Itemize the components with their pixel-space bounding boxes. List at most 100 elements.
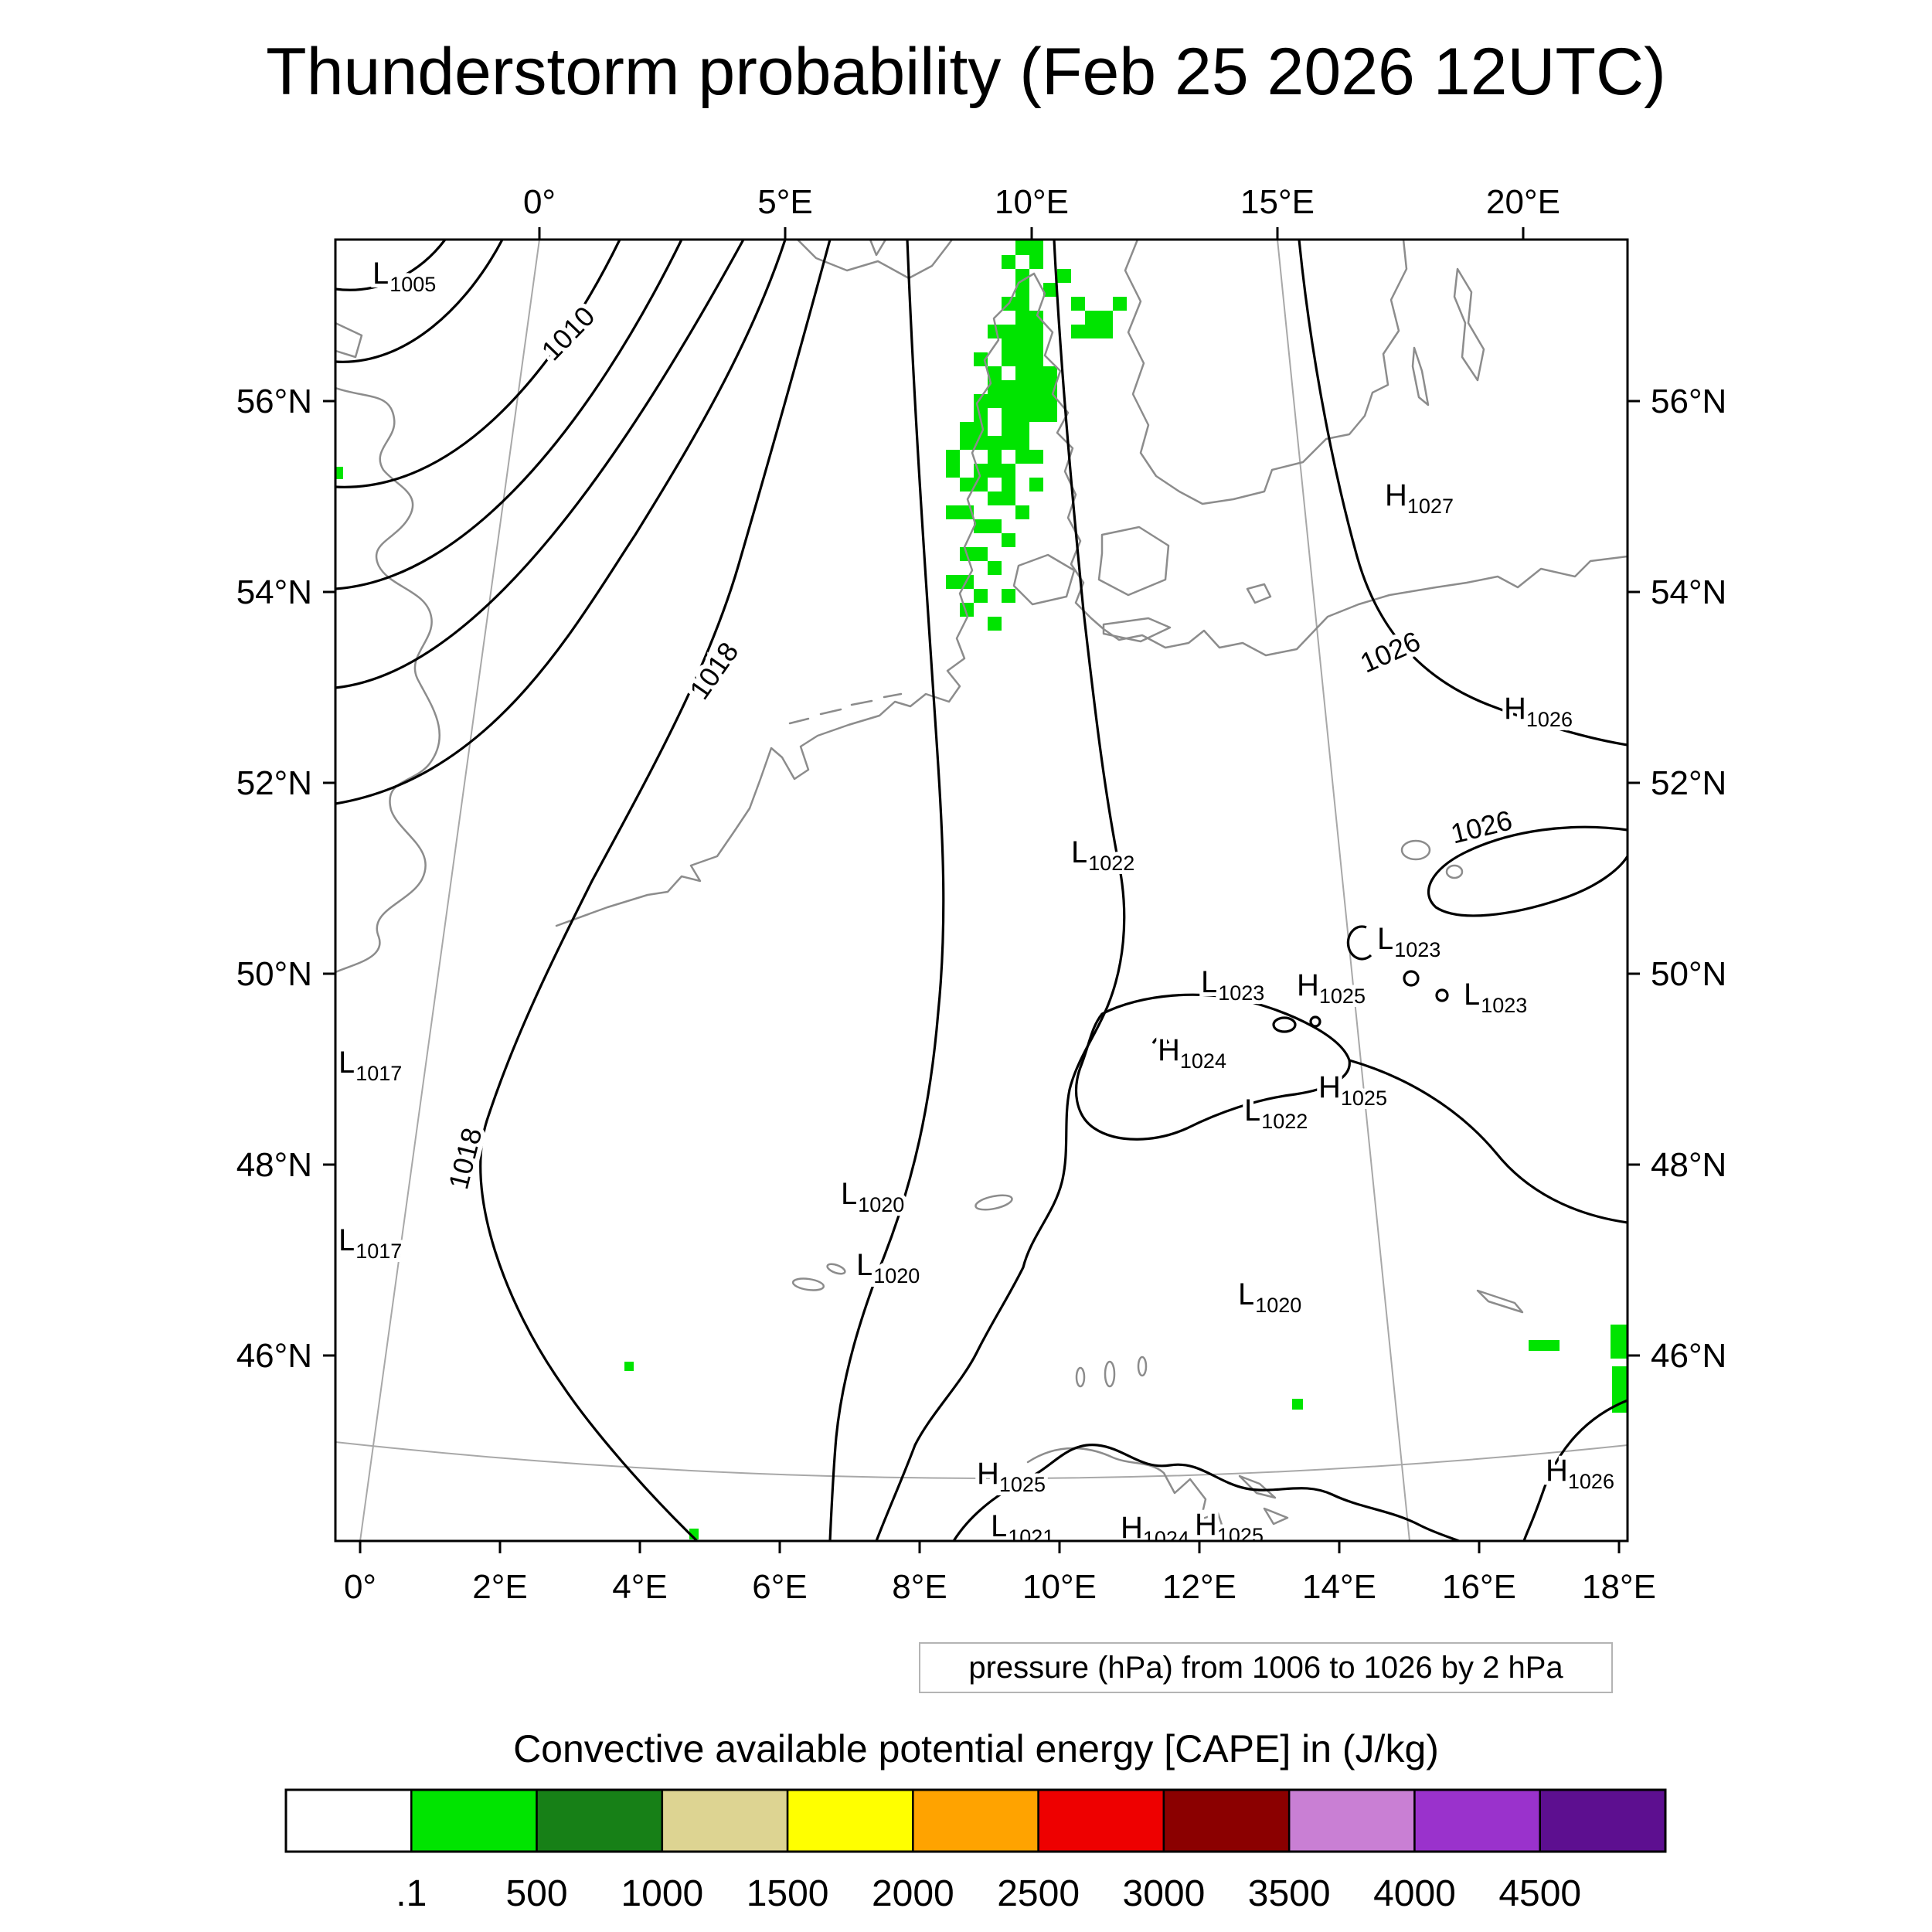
top-axis-label: 5°E [757,183,812,221]
colorbar-segment [1539,1788,1667,1853]
pressure-center: L1023 [1377,922,1440,961]
isobar-1022-loop [1074,993,1351,1141]
coastline-gotland-island [1453,267,1485,382]
pressure-center: H1025 [1318,1070,1387,1110]
right-axis-label: 48°N [1651,1146,1726,1184]
cape-cell [1015,505,1029,519]
lake-como [1137,1355,1148,1377]
lake-garda [1104,1360,1116,1388]
cape-cell [1043,283,1057,297]
isobar-1016 [335,240,787,805]
cape-cell [988,617,1002,631]
colorbar-tick-label: 3500 [1248,1873,1331,1914]
pressure-letter: H [1195,1508,1217,1542]
cape-cell [1002,533,1015,547]
cape-cell [1292,1399,1303,1410]
colorbar-segment [1037,1788,1165,1853]
coastline-bornholm-island [1246,583,1272,604]
coastline-lagoon-1 [1400,839,1431,861]
pressure-letter: L [372,257,389,291]
pressure-value: 1020 [858,1193,904,1216]
colorbar-border [284,1788,1667,1853]
pressure-letter: L [1238,1277,1255,1311]
parallel-arc-line [335,1441,1628,1480]
cape-cell [624,1362,634,1371]
right-axis-label: 46°N [1651,1337,1726,1375]
coastline-oland-island [1411,346,1430,406]
right-axis-label: 56°N [1651,383,1726,420]
colorbar-segment [1287,1788,1416,1853]
isobar-small-circle-3 [1309,1015,1321,1028]
pressure-letter: H [1158,1033,1180,1067]
cape-cell [974,519,1002,533]
pressure-letter: H [1546,1454,1568,1488]
cape-cell [988,561,1002,575]
bottom-axis-label: 0° [344,1568,376,1606]
cape-patches [335,240,1628,1539]
isobars [335,240,1628,1541]
isobar-1026-lower [1427,825,1628,917]
pressure-letter: L [841,1177,858,1211]
cape-cell [946,450,960,478]
coastline-frisian-islands [788,692,903,725]
pressure-value: 1024 [1143,1527,1189,1550]
bottom-axis-label: 8°E [892,1568,947,1606]
pressure-center: H1027 [1385,478,1454,518]
bottom-axis-label: 4°E [612,1568,667,1606]
cape-cell [960,547,988,561]
right-axis-label: 50°N [1651,955,1726,993]
left-axis-label: 48°N [236,1146,312,1184]
lake-geneva [791,1277,825,1291]
colorbar-tick-label: .1 [396,1873,427,1914]
cape-cell [1002,297,1029,311]
coastline-continent [555,272,1628,927]
pressure-value: 1017 [355,1240,402,1263]
bottom-axis-label: 2°E [472,1568,527,1606]
cape-cell [1002,408,1029,450]
pressure-value: 1022 [1088,852,1134,875]
pressure-letter: L [856,1248,873,1282]
pressure-value: 1005 [389,273,436,296]
pressure-center: L1023 [1464,978,1527,1017]
cape-cell [946,505,974,519]
pressure-value: 1025 [1217,1524,1264,1547]
isobar-1012 [335,240,683,590]
cape-cell [1029,478,1043,492]
pressure-center: L1017 [338,1223,402,1263]
cape-cell [1085,311,1113,338]
pressure-center: H1025 [977,1457,1046,1496]
pressure-letter: H [1504,692,1526,726]
pressure-letter: L [338,1046,355,1080]
isobar-1026-upper [1298,240,1628,747]
pressure-center: H1024 [1121,1511,1189,1550]
colorbar-segment [912,1788,1039,1853]
lake-maggiore [1075,1366,1086,1388]
cape-cell [1029,408,1057,422]
top-axis-label: 0° [523,183,556,221]
cape-cell [1015,366,1057,380]
colorbar-tick-label: 1000 [621,1873,703,1914]
top-axis-label: 15°E [1240,183,1315,221]
coastline-lagoon-2 [1445,864,1464,879]
cape-cell [1002,589,1015,603]
cape-cell [974,352,988,366]
pressure-letter: H [1121,1511,1143,1545]
right-axis-label: 54°N [1651,573,1726,611]
cape-cell [974,589,988,603]
pressure-letter: H [1385,478,1407,512]
cape-cell [988,325,1015,338]
cape-cell [1015,311,1043,338]
lake-constance [975,1194,1013,1211]
cape-cell [1529,1340,1560,1351]
cape-cell [1002,338,1043,366]
colorbar-tick-label: 4000 [1373,1873,1456,1914]
pressure-letter: H [1297,968,1319,1002]
isobar-southeast [1522,1399,1628,1541]
cape-cell [1611,1325,1628,1359]
pressure-value: 1022 [1261,1110,1308,1133]
pressure-value: 1023 [1481,994,1527,1017]
map-frame [334,238,1629,1543]
pressure-center: L1022 [1071,835,1134,875]
pressure-value: 1025 [999,1473,1046,1496]
